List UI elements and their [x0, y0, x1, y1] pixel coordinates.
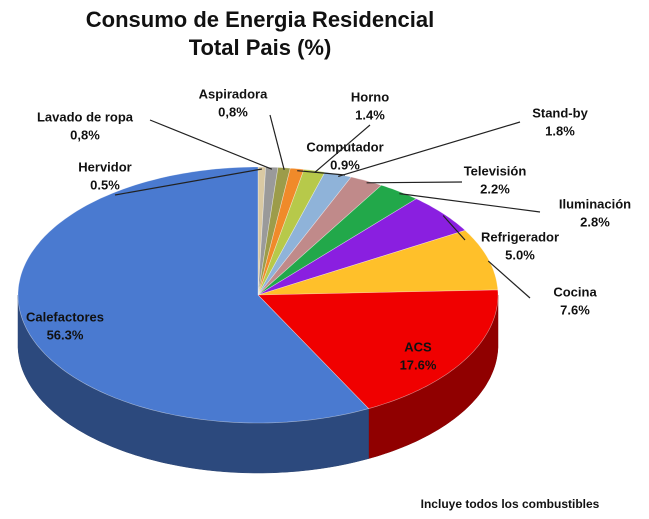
leader-line — [487, 260, 531, 299]
slice-value-label: 56.3% — [47, 327, 84, 342]
slice-value-label: 1.4% — [355, 107, 385, 122]
slice-label: Refrigerador — [481, 229, 559, 244]
leader-line — [366, 181, 463, 184]
leader-line — [297, 170, 346, 176]
leader-line — [269, 114, 285, 170]
slice-label: Televisión — [464, 163, 527, 178]
slice-label: Horno — [351, 89, 389, 104]
leader-line — [399, 193, 541, 213]
slice-label: ACS — [404, 339, 432, 354]
slice-value-label: 7.6% — [560, 302, 590, 317]
slice-label: Calefactores — [26, 309, 104, 324]
slice — [257, 176, 382, 296]
slice-value-label: 5.0% — [505, 247, 535, 262]
slice — [257, 289, 499, 409]
slice-value-label: 0.9% — [330, 157, 360, 172]
slice — [257, 198, 466, 296]
slice-value-label: 17.6% — [400, 357, 437, 372]
slice — [257, 184, 417, 296]
slice-value-label: 1.8% — [545, 123, 575, 138]
slice-value-label: 0,8% — [218, 104, 248, 119]
slice-value-label: 0,8% — [70, 127, 100, 142]
leader-line — [149, 119, 273, 170]
slice-value-label: 0.5% — [90, 177, 120, 192]
chart-title: Consumo de Energia Residencial Total Pai… — [85, 7, 435, 60]
slice-label: Hervidor — [78, 159, 131, 174]
slice — [257, 230, 499, 296]
slice — [17, 166, 370, 424]
slice-value-label: 2.2% — [480, 181, 510, 196]
leader-line — [314, 124, 371, 174]
leader-line — [338, 121, 521, 177]
slice-label: Aspiradora — [199, 86, 268, 101]
slice — [257, 169, 326, 296]
slice-label: Iluminación — [559, 196, 631, 211]
slice-label: Stand-by — [532, 105, 588, 120]
slice-value-label: 2.8% — [580, 214, 610, 229]
leader-line — [114, 168, 263, 196]
slice-label: Lavado de ropa — [37, 109, 134, 124]
annotation: Incluye todos los combustibles — [421, 497, 600, 511]
slice-label: Cocina — [553, 284, 597, 299]
leader-line — [442, 215, 466, 241]
